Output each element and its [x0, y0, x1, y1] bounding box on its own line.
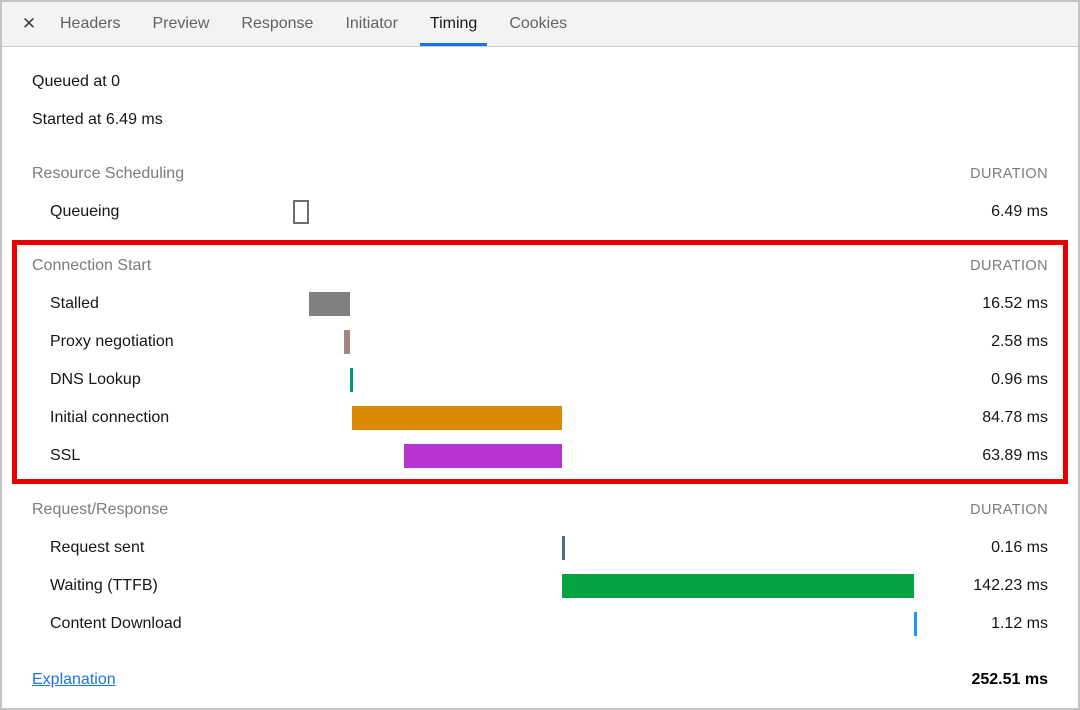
- timing-bar-dns-lookup: [350, 368, 353, 392]
- tab-timing[interactable]: Timing: [419, 2, 488, 46]
- tab-label: Initiator: [345, 15, 398, 32]
- queued-at-text: Queued at 0: [32, 73, 121, 90]
- phase-duration: 0.96 ms: [991, 371, 1048, 388]
- section-title: Resource Scheduling: [32, 165, 185, 182]
- tab-preview[interactable]: Preview: [142, 2, 219, 46]
- timing-footer: Explanation 252.51 ms: [32, 661, 1048, 699]
- tab-headers[interactable]: Headers: [50, 2, 130, 46]
- timing-bar-waiting-ttfb: [562, 574, 914, 598]
- total-duration: 252.51 ms: [971, 671, 1048, 688]
- timing-row: Initial connection 84.78 ms: [32, 399, 1048, 437]
- phase-label: Stalled: [50, 295, 99, 312]
- timing-bar-proxy-negotiation: [344, 330, 350, 354]
- timing-bar-stalled: [309, 292, 350, 316]
- phase-label: Proxy negotiation: [50, 333, 174, 350]
- timing-row: Proxy negotiation 2.58 ms: [32, 323, 1048, 361]
- timing-row: Waiting (TTFB) 142.23 ms: [32, 567, 1048, 605]
- phase-duration: 142.23 ms: [973, 577, 1048, 594]
- timing-row: Stalled 16.52 ms: [32, 285, 1048, 323]
- timing-bar-ssl: [404, 444, 562, 468]
- phase-duration: 0.16 ms: [991, 539, 1048, 556]
- timing-section: Connection Start DURATION Stalled 16.52 …: [12, 240, 1068, 484]
- tab-initiator[interactable]: Initiator: [335, 2, 407, 46]
- phase-duration: 6.49 ms: [991, 203, 1048, 220]
- phase-duration: 1.12 ms: [991, 615, 1048, 632]
- timing-section: Request/Response DURATION Request sent 0…: [32, 491, 1048, 643]
- tab-label: Cookies: [509, 15, 568, 32]
- close-icon[interactable]: ✕: [21, 14, 37, 33]
- tab-label: Timing: [429, 15, 478, 32]
- phase-label: Request sent: [50, 539, 145, 556]
- timing-row: Content Download 1.12 ms: [32, 605, 1048, 643]
- tab-cookies[interactable]: Cookies: [499, 2, 577, 46]
- timing-bar-queueing: [293, 200, 309, 224]
- timing-row: Request sent 0.16 ms: [32, 529, 1048, 567]
- tab-label: Headers: [60, 15, 121, 32]
- tab-label: Preview: [152, 15, 210, 32]
- timing-row: DNS Lookup 0.96 ms: [32, 361, 1048, 399]
- phase-duration: 2.58 ms: [991, 333, 1048, 350]
- duration-column-header: DURATION: [970, 258, 1048, 274]
- timing-row: SSL 63.89 ms: [32, 437, 1048, 475]
- phase-duration: 16.52 ms: [982, 295, 1048, 312]
- phase-duration: 84.78 ms: [982, 409, 1048, 426]
- duration-column-header: DURATION: [970, 502, 1048, 518]
- phase-label: SSL: [50, 447, 81, 464]
- timing-row: Queueing 6.49 ms: [32, 193, 1048, 231]
- phase-label: DNS Lookup: [50, 371, 141, 388]
- phase-label: Initial connection: [50, 409, 170, 426]
- phase-label: Queueing: [50, 203, 120, 220]
- tab-list: Headers Preview Response Initiator Timing Coo…: [44, 2, 583, 46]
- timing-panel: Queued at 0 Started at 6.49 ms Resource …: [2, 47, 1078, 699]
- tab-response[interactable]: Response: [231, 2, 323, 46]
- phase-label: Waiting (TTFB): [50, 577, 158, 594]
- section-title: Request/Response: [32, 501, 169, 518]
- section-title: Connection Start: [32, 257, 152, 274]
- tab-label: Response: [241, 15, 314, 32]
- timing-bar-request-sent: [562, 536, 565, 560]
- phase-label: Content Download: [50, 615, 182, 632]
- phase-duration: 63.89 ms: [982, 447, 1048, 464]
- duration-column-header: DURATION: [970, 166, 1048, 182]
- detail-tab-bar: ✕ Headers Preview Response Initiator Timing C…: [2, 2, 1078, 47]
- started-at-text: Started at 6.49 ms: [32, 111, 163, 128]
- timing-bar-initial-connection: [352, 406, 562, 430]
- timing-section: Resource Scheduling DURATION Queueing 6.…: [32, 155, 1048, 231]
- timing-bar-content-download: [914, 612, 917, 636]
- explanation-link[interactable]: Explanation: [32, 671, 116, 688]
